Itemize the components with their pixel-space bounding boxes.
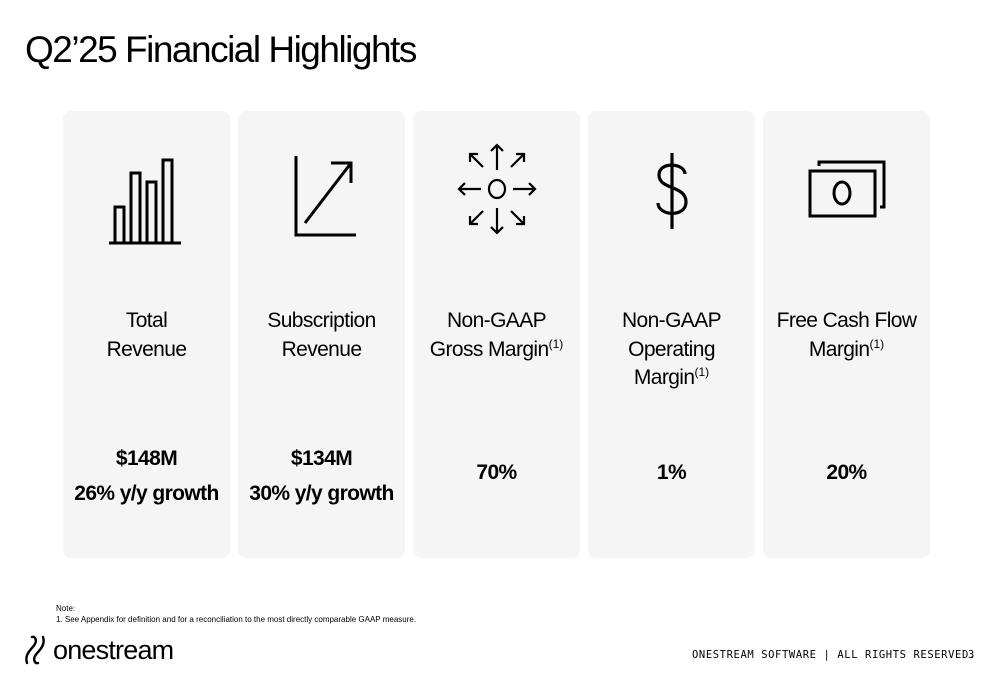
company-logo: onestream [24, 634, 174, 666]
slide-title: Q2’25 Financial Highlights [25, 29, 417, 70]
card-operating-margin: Non-GAAP Operating Margin(1) 1% [588, 111, 755, 558]
card-value: 20% [826, 461, 867, 484]
card-subscription-revenue: Subscription Revenue $134M 30% y/y growt… [238, 111, 405, 558]
dollar-sign-icon [588, 141, 755, 251]
card-label: Free Cash Flow Margin(1) [776, 309, 917, 361]
footnote-marker: (1) [694, 365, 710, 379]
card-growth: 30% y/y growth [249, 482, 394, 505]
logo-wordmark: onestream [53, 635, 174, 665]
card-value: $134M [290, 447, 353, 470]
cash-bills-icon [763, 141, 930, 251]
expand-arrows-icon [413, 141, 580, 251]
card-gross-margin: Non-GAAP Gross Margin(1) 70% [413, 111, 580, 558]
card-label: Subscription Revenue [267, 309, 376, 361]
note-text: 1. See Appendix for definition and for a… [56, 615, 417, 624]
footer-copyright: ONESTREAM SOFTWARE | ALL RIGHTS RESERVED… [692, 649, 976, 661]
onestream-mark-icon [25, 635, 45, 665]
card-label: Non-GAAP Gross Margin(1) [429, 309, 564, 361]
bar-chart-icon [63, 141, 230, 251]
footnote-marker: (1) [869, 336, 885, 351]
card-value: 1% [656, 461, 687, 484]
footnote: Note: 1. See Appendix for definition and… [56, 604, 416, 625]
card-total-revenue: Total Revenue $148M 26% y/y growth [63, 111, 230, 558]
card-growth: 26% y/y growth [74, 482, 219, 505]
page-number: 3 [968, 649, 975, 661]
trend-up-arrow-icon [238, 141, 405, 251]
card-label: Non-GAAP Operating Margin(1) [621, 309, 722, 389]
card-label: Total Revenue [106, 309, 187, 361]
card-value: $148M [115, 447, 178, 470]
card-fcf-margin: Free Cash Flow Margin(1) 20% [763, 111, 930, 558]
footnote-marker: (1) [548, 336, 564, 351]
card-value: 70% [476, 461, 517, 484]
note-heading: Note: [56, 604, 76, 613]
